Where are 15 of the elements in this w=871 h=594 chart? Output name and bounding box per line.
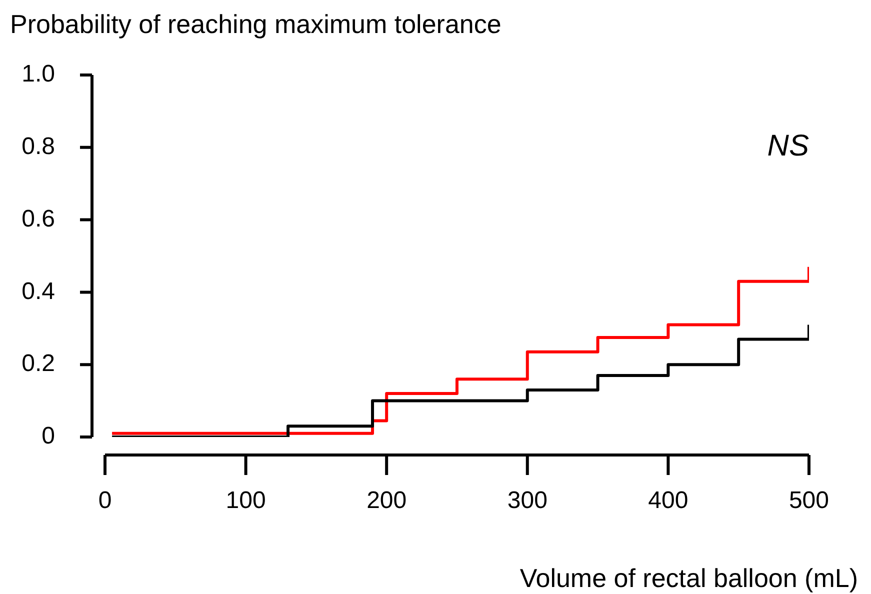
x-tick-label: 400 [648,487,688,514]
y-tick-label: 0.6 [22,205,55,232]
x-tick-label: 500 [788,487,829,514]
annotation: NS [767,130,809,163]
y-tick-label: 0.4 [22,278,55,305]
x-axis-title: Volume of rectal balloon (mL) [520,563,858,593]
y-tick-label: 1.0 [22,60,55,88]
x-tick-label: 200 [366,487,407,514]
y-tick-label: 0.2 [22,350,55,378]
y-tick-label: 0.8 [22,133,55,160]
y-axis-title: Probability of reaching maximum tolerance [10,9,502,39]
y-tick-label: 0 [42,422,55,450]
x-tick-label: 100 [226,487,266,514]
x-tick-label: 0 [98,487,112,514]
x-tick-label: 300 [507,487,548,514]
